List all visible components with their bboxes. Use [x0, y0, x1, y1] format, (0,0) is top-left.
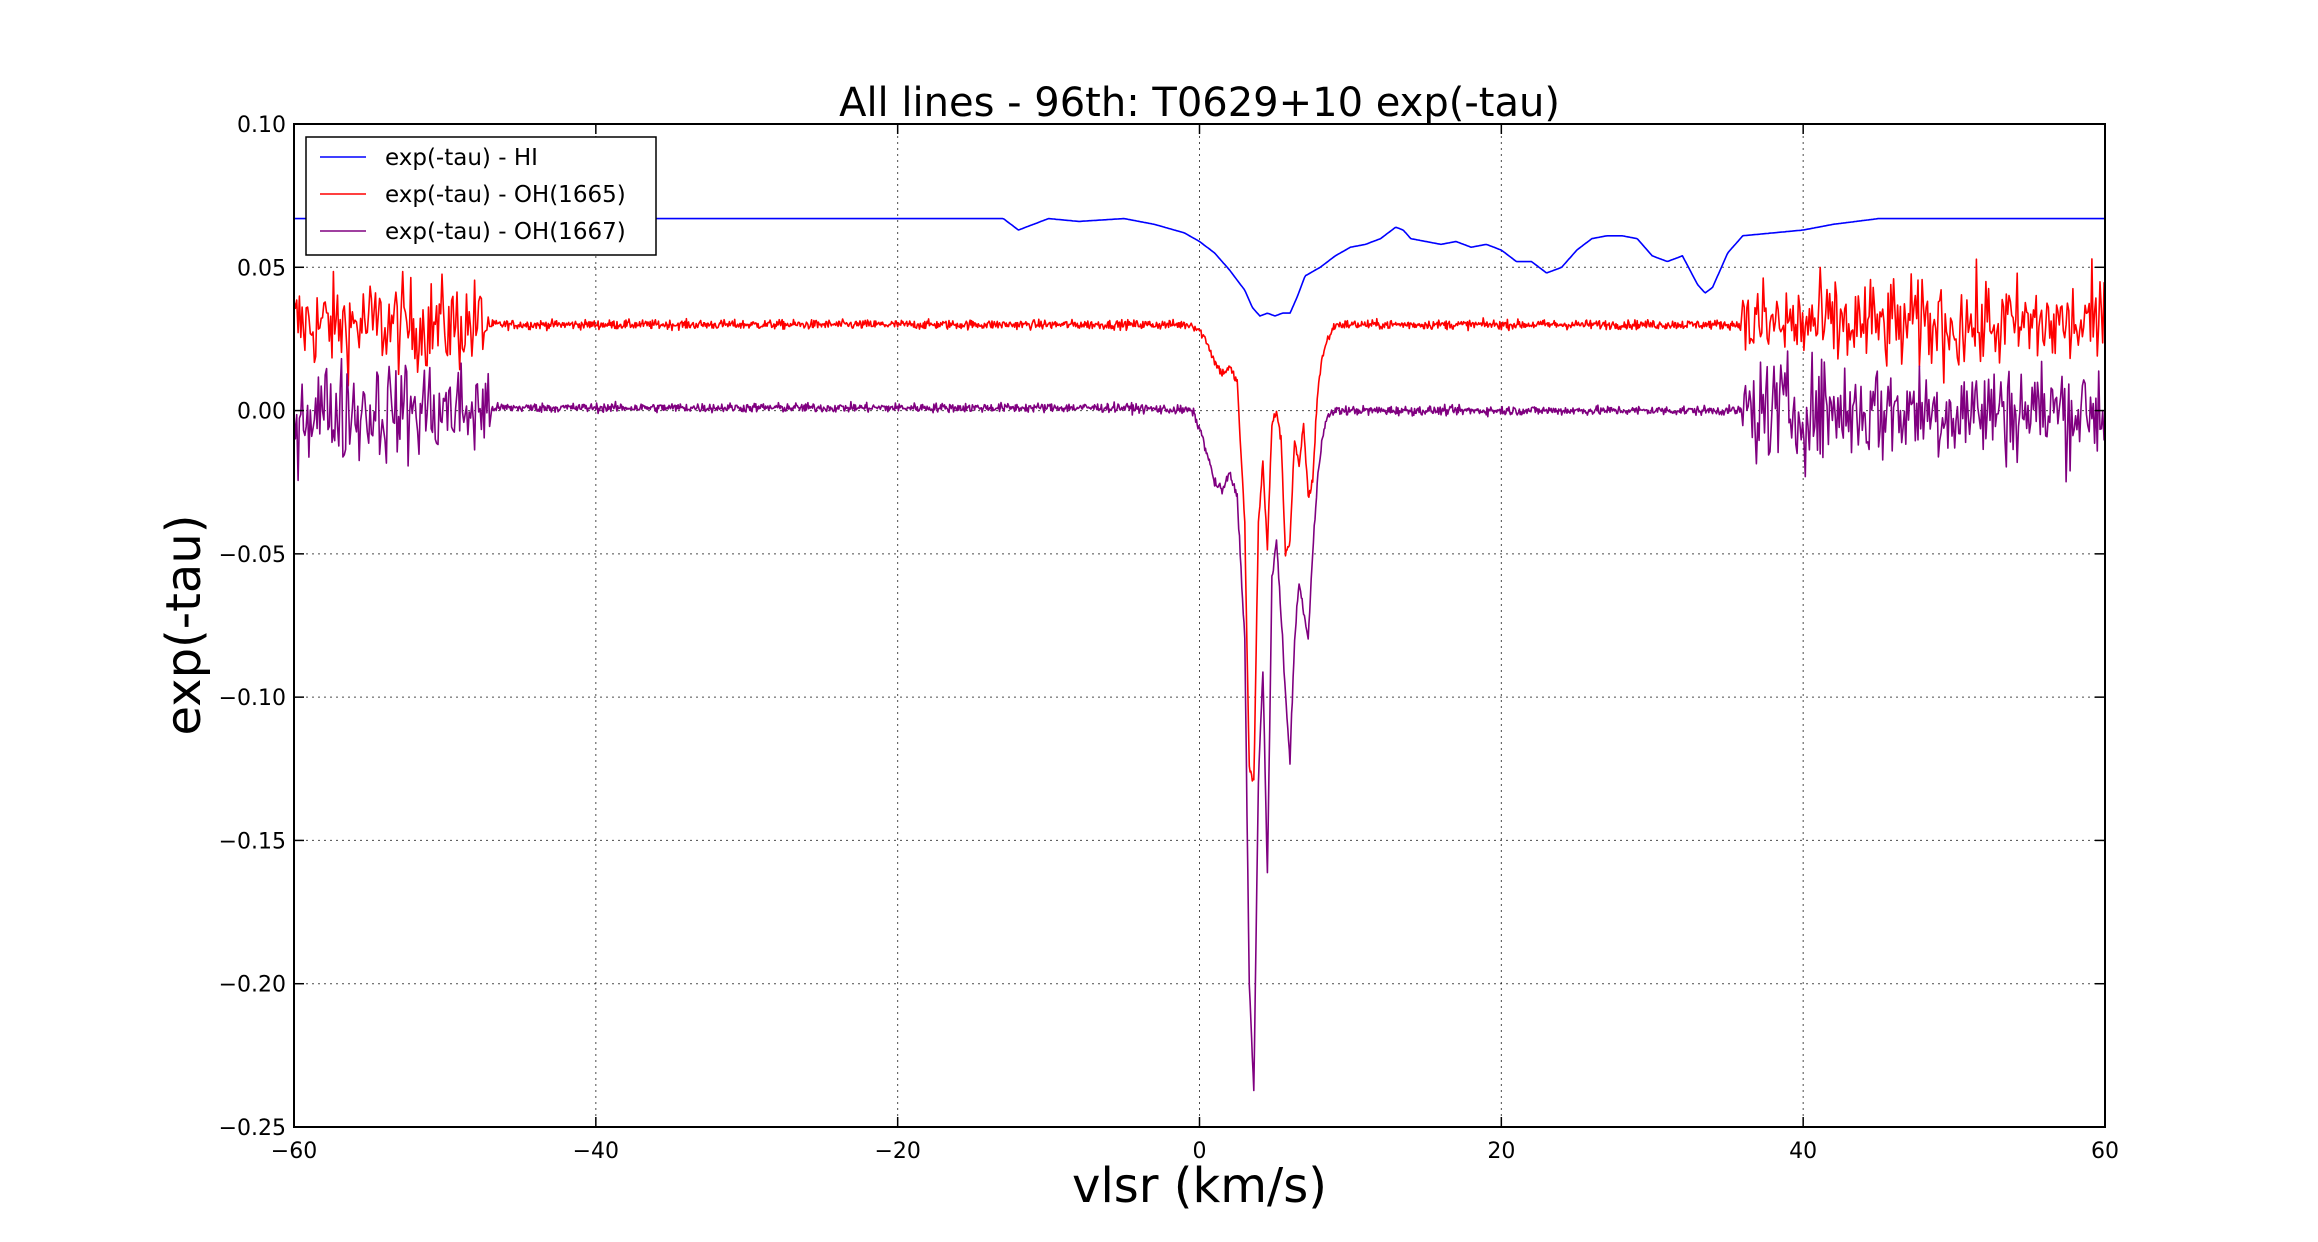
x-tick-label: 20	[1487, 1139, 1515, 1164]
chart-title: All lines - 96th: T0629+10 exp(-tau)	[839, 80, 1560, 126]
y-tick-label: 0.05	[237, 256, 286, 281]
legend-label-1: exp(-tau) - HI	[385, 145, 538, 171]
x-axis-label: vlsr (km/s)	[1072, 1158, 1327, 1214]
x-tick-label: 60	[2091, 1139, 2119, 1164]
y-tick-label: −0.25	[219, 1116, 286, 1141]
grid	[294, 124, 2105, 1127]
x-tick-label: 40	[1789, 1139, 1817, 1164]
series-3-line	[293, 350, 2105, 1092]
series-2-line	[293, 258, 2105, 782]
y-tick-label: −0.15	[219, 829, 286, 854]
y-axis-label: exp(-tau)	[156, 515, 212, 736]
x-tick-label: −20	[874, 1139, 920, 1164]
y-tick-label: −0.10	[219, 686, 286, 711]
x-tick-label: −60	[271, 1139, 317, 1164]
legend: exp(-tau) - HI exp(-tau) - OH(1665) exp(-t…	[305, 136, 657, 256]
x-tick-label: −40	[573, 1139, 619, 1164]
legend-label-2: exp(-tau) - OH(1665)	[385, 182, 626, 208]
y-tick-label: −0.20	[219, 973, 286, 998]
legend-label-3: exp(-tau) - OH(1667)	[385, 219, 626, 245]
ticks: −60 −40 −20 0 20 40 60 0.10 0.05 0.00 −0.05 −0.10 −0…	[219, 113, 2119, 1164]
y-tick-label: 0.00	[237, 400, 286, 425]
x-tick-label: 0	[1193, 1139, 1207, 1164]
y-tick-label: 0.10	[237, 113, 286, 138]
y-tick-label: −0.05	[219, 543, 286, 568]
